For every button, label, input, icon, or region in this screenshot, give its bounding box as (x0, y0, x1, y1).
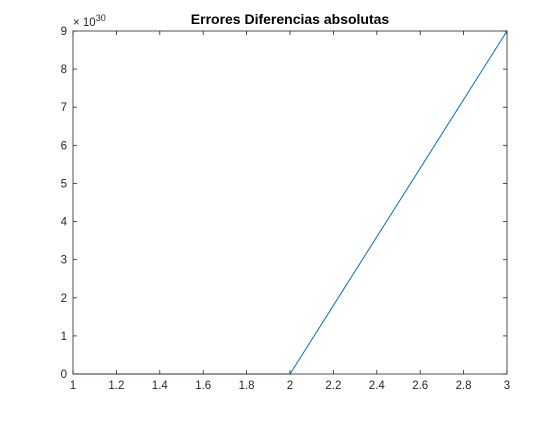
x-tick-label: 1.2 (108, 380, 124, 392)
y-tick-label: 6 (61, 140, 67, 152)
x-tick-label: 1 (70, 380, 76, 392)
y-tick-label: 8 (61, 64, 67, 76)
x-tick-label: 3 (504, 380, 510, 392)
y-exponent-base: × 10 (73, 17, 96, 29)
x-tick-label: 1.6 (195, 380, 211, 392)
chart-title: Errores Diferencias absolutas (191, 11, 390, 27)
y-tick-label: 2 (61, 293, 67, 305)
x-tick-label: 1.8 (239, 380, 255, 392)
y-tick-label: 4 (61, 217, 68, 229)
y-tick-label: 5 (61, 178, 67, 190)
y-exponent-label: × 1030 (73, 13, 106, 29)
y-exponent-power: 30 (96, 13, 106, 23)
y-tick-label: 7 (61, 102, 67, 114)
x-tick-label: 2.8 (456, 380, 472, 392)
y-tick-label: 9 (61, 26, 67, 38)
x-tick-label: 2.6 (412, 380, 428, 392)
svg-text:× 1030: × 1030 (73, 13, 106, 29)
axes-box (72, 30, 508, 375)
x-tick-label: 2.4 (369, 380, 386, 392)
x-tick-label: 1.4 (152, 380, 169, 392)
x-tick-label: 2 (287, 380, 293, 392)
y-tick-label: 0 (61, 369, 67, 381)
y-tick-label: 3 (61, 255, 67, 267)
x-tick-label: 2.2 (325, 380, 341, 392)
axes-background (73, 31, 507, 374)
y-tick-label: 1 (61, 331, 67, 343)
